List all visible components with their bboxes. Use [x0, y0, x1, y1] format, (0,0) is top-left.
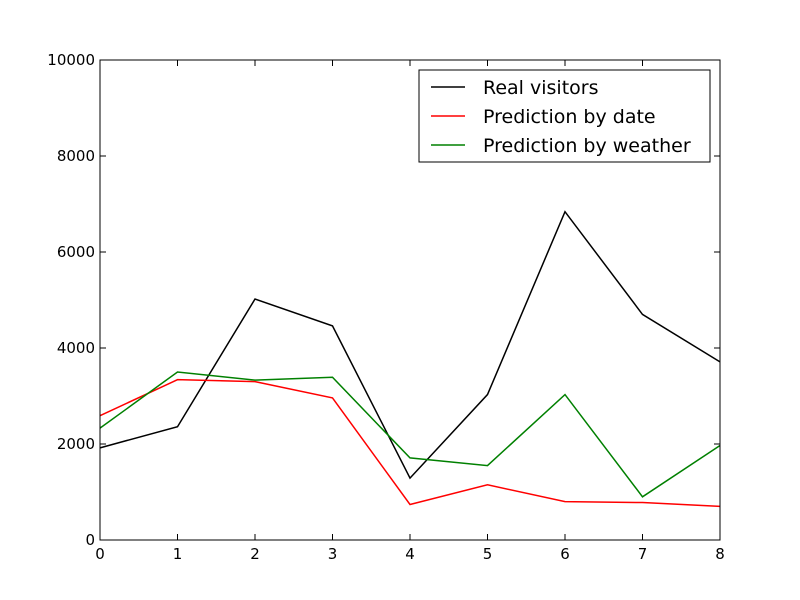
x-tick-label: 2	[250, 545, 260, 563]
y-tick-label: 4000	[57, 339, 95, 357]
y-tick-label: 2000	[57, 435, 95, 453]
x-tick-label: 5	[483, 545, 493, 563]
y-tick-label: 10000	[47, 51, 95, 69]
series-line-1	[99, 378, 721, 508]
legend: Real visitors Prediction by date Predictio…	[418, 69, 711, 163]
legend-label-1: Prediction by date	[483, 106, 656, 128]
series-line-0	[99, 210, 721, 480]
ticks-layer: 0 1 2 3 4 5 6 7 8 0 2000 4000 6000 8000 10000	[47, 51, 724, 563]
x-tick-label: 3	[328, 545, 338, 563]
y-tick-label: 0	[85, 531, 95, 549]
x-tick-label: 1	[173, 545, 183, 563]
x-tick-label: 7	[638, 545, 648, 563]
x-tick-label: 4	[405, 545, 415, 563]
x-tick-label: 0	[95, 545, 105, 563]
y-tick-label: 6000	[57, 243, 95, 261]
series-layer	[99, 210, 721, 508]
series-line-2	[99, 371, 721, 498]
x-tick-label: 8	[715, 545, 725, 563]
legend-box	[418, 69, 711, 163]
legend-label-0: Real visitors	[483, 77, 598, 99]
y-tick-label: 8000	[57, 147, 95, 165]
legend-label-2: Prediction by weather	[483, 135, 691, 157]
x-tick-label: 6	[560, 545, 570, 563]
